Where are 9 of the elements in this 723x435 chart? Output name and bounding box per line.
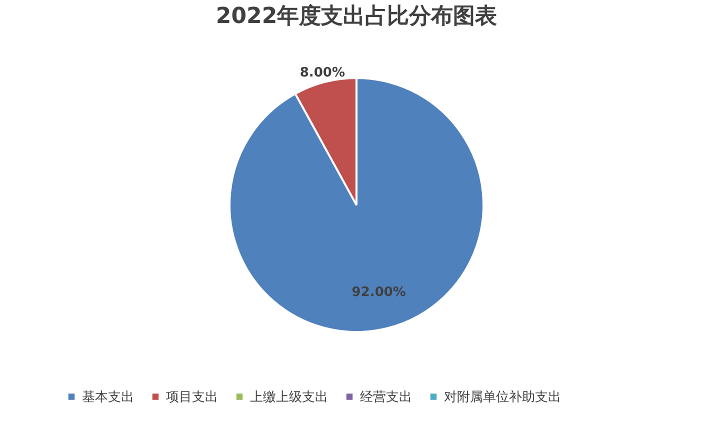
legend-label: 上缴上级支出	[250, 390, 328, 405]
legend-label: 经营支出	[360, 390, 412, 405]
chart-title: 2022年度支出占比分布图表	[216, 3, 498, 29]
data-label: 8.00%	[300, 65, 345, 80]
legend-label: 对附属单位补助支出	[444, 390, 561, 405]
data-label: 92.00%	[352, 285, 406, 300]
legend-label: 项目支出	[166, 390, 218, 405]
pie-slice	[228, 77, 484, 333]
legend-label: 基本支出	[82, 390, 134, 405]
